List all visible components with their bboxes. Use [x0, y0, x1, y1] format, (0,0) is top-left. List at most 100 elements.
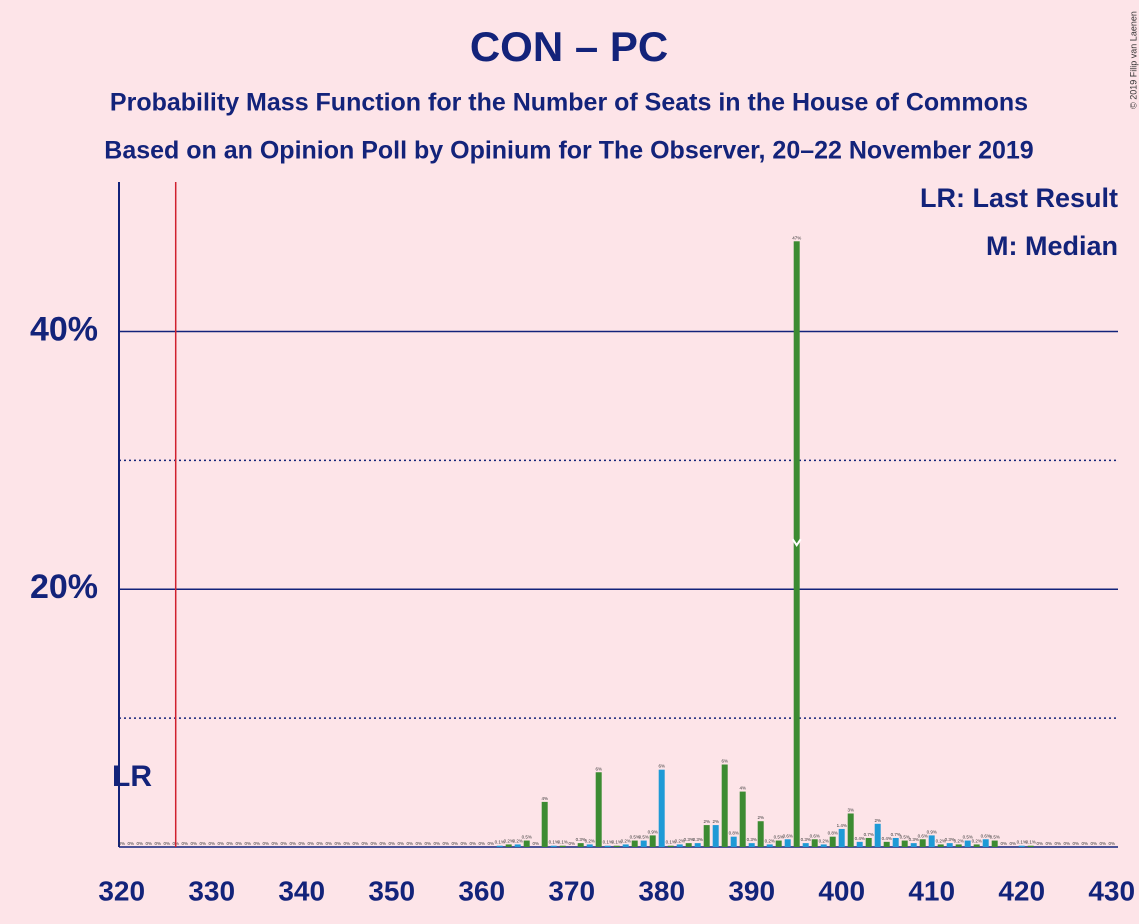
- value-label: 0%: [1054, 841, 1061, 846]
- value-label: 0.3%: [945, 837, 955, 842]
- value-label: 0.5%: [630, 835, 640, 840]
- value-label: 0.8%: [729, 831, 739, 836]
- value-label: 0.3%: [747, 837, 757, 842]
- value-label: 0%: [154, 841, 161, 846]
- value-label: 0%: [1099, 841, 1106, 846]
- bar: [595, 772, 602, 847]
- bar: [694, 843, 701, 847]
- bar: [1027, 845, 1034, 847]
- value-label: 0.1%: [1017, 840, 1027, 845]
- value-label: 0.5%: [639, 835, 649, 840]
- value-label: 0.6%: [783, 833, 793, 838]
- value-label: 2%: [703, 819, 710, 824]
- value-label: 0%: [397, 841, 404, 846]
- bar: [550, 845, 557, 847]
- value-label: 0%: [1090, 841, 1097, 846]
- value-label: 0%: [379, 841, 386, 846]
- value-label: 0.5%: [774, 835, 784, 840]
- value-label: 0.1%: [1026, 840, 1036, 845]
- bar: [721, 764, 728, 847]
- value-label: 0.2%: [513, 838, 523, 843]
- bar: [757, 821, 764, 847]
- value-label: 0%: [1063, 841, 1070, 846]
- bar: [775, 840, 782, 847]
- value-label: 0%: [118, 841, 125, 846]
- value-label: 0.5%: [900, 835, 910, 840]
- value-label: 2%: [874, 818, 881, 823]
- value-label: 0%: [343, 841, 350, 846]
- value-label: 0.9%: [648, 829, 658, 834]
- value-label: 0%: [469, 841, 476, 846]
- bar: [667, 845, 674, 847]
- y-tick-label: 20%: [30, 568, 98, 606]
- value-label: 0%: [352, 841, 359, 846]
- median-marker: [791, 538, 802, 547]
- credit: © 2019 Filip van Laenen: [1128, 11, 1138, 109]
- value-label: 0%: [226, 841, 233, 846]
- value-label: 0%: [388, 841, 395, 846]
- bar: [928, 835, 935, 847]
- bar: [1018, 845, 1025, 847]
- value-label: 6%: [595, 766, 602, 771]
- subtitle: Probability Mass Function for the Number…: [110, 89, 1028, 117]
- value-label: 0.5%: [963, 835, 973, 840]
- bar: [919, 839, 926, 847]
- bar: [784, 839, 791, 847]
- bar: [766, 844, 773, 847]
- bar: [712, 825, 719, 847]
- value-label: 1.4%: [837, 823, 847, 828]
- y-tick-label: 40%: [30, 310, 98, 348]
- value-label: 0%: [262, 841, 269, 846]
- value-label: 0.2%: [972, 838, 982, 843]
- bar: [703, 825, 710, 847]
- value-label: 6%: [658, 764, 665, 769]
- bar: [730, 836, 737, 847]
- bar: [622, 844, 629, 847]
- value-label: 0.1%: [612, 840, 622, 845]
- bar: [847, 813, 854, 847]
- x-tick-label: 400: [818, 875, 865, 906]
- bar: [631, 840, 638, 847]
- value-label: 0.3%: [576, 837, 586, 842]
- value-label: 0%: [244, 841, 251, 846]
- value-label: 0.5%: [522, 835, 532, 840]
- value-label: 0%: [1072, 841, 1079, 846]
- value-label: 0.1%: [549, 840, 559, 845]
- value-label: 0%: [460, 841, 467, 846]
- legend-entry: M: Median: [986, 231, 1118, 261]
- value-label: 0%: [316, 841, 323, 846]
- value-label: 0%: [433, 841, 440, 846]
- value-label: 0.2%: [819, 838, 829, 843]
- bar: [865, 837, 872, 847]
- value-label: 0.2%: [936, 838, 946, 843]
- bar: [901, 840, 908, 847]
- value-label: 0%: [253, 841, 260, 846]
- value-label: 0.1%: [558, 840, 568, 845]
- value-label: 0%: [199, 841, 206, 846]
- value-label: 0.8%: [828, 831, 838, 836]
- last-result-label: LR: [112, 760, 152, 793]
- bar: [838, 828, 845, 847]
- x-tick-label: 420: [998, 875, 1045, 906]
- bar: [955, 844, 962, 847]
- value-label: 6%: [721, 759, 728, 764]
- value-label: 0%: [478, 841, 485, 846]
- value-label: 0%: [334, 841, 341, 846]
- bar: [802, 843, 809, 847]
- bar: [559, 845, 566, 847]
- value-label: 0%: [298, 841, 305, 846]
- value-label: 0%: [136, 841, 143, 846]
- bar: [937, 844, 944, 847]
- value-label: 0%: [424, 841, 431, 846]
- bar: [874, 823, 881, 847]
- value-label: 0%: [568, 841, 575, 846]
- bar: [586, 844, 593, 847]
- value-label: 0%: [163, 841, 170, 846]
- value-label: 0.9%: [927, 829, 937, 834]
- value-label: 0.3%: [909, 837, 919, 842]
- value-label: 2%: [712, 819, 719, 824]
- value-label: 0.7%: [864, 832, 874, 837]
- bar: [523, 840, 530, 847]
- value-label: 0%: [289, 841, 296, 846]
